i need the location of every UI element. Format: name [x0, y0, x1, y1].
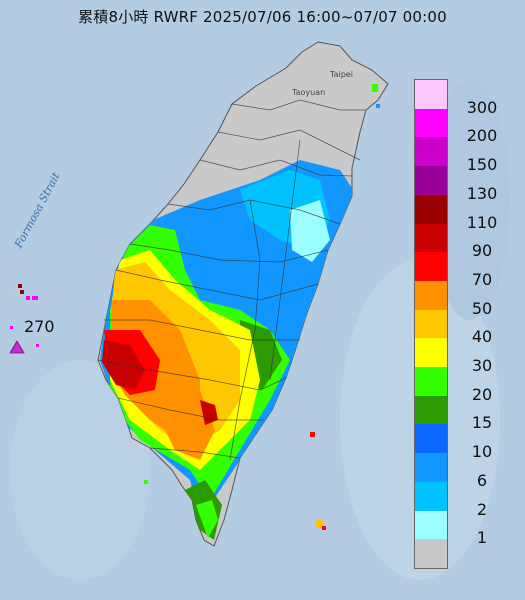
legend-label: 20	[471, 384, 493, 404]
legend-swatch	[415, 223, 447, 253]
county-boundaries	[97, 99, 366, 461]
legend-swatch	[415, 80, 447, 110]
max-value-label: 270	[24, 317, 55, 336]
legend-label: 1	[476, 528, 488, 548]
offshore-echo	[10, 84, 380, 530]
legend-label: 15	[471, 413, 493, 433]
legend-swatch	[415, 424, 447, 454]
legend-swatch	[415, 309, 447, 339]
legend-swatch	[415, 539, 447, 569]
rainfall-zones	[100, 160, 360, 540]
legend-swatch	[415, 395, 447, 425]
legend-label: 50	[471, 298, 493, 318]
legend-swatch	[415, 453, 447, 483]
map-title: 累積8小時 RWRF 2025/07/06 16:00~07/07 00:00	[78, 8, 447, 26]
city-label-taoyuan: Taoyuan	[292, 88, 326, 97]
rainfall-legend	[414, 79, 448, 569]
legend-label: 90	[471, 241, 493, 261]
city-label-taipei: Taipei	[330, 70, 353, 79]
legend-swatch	[415, 108, 447, 138]
legend-swatch	[415, 367, 447, 397]
legend-swatch	[415, 481, 447, 512]
legend-label: 10	[471, 442, 493, 462]
legend-label: 70	[471, 269, 493, 289]
legend-label: 30	[471, 356, 493, 376]
legend-swatch	[415, 510, 447, 540]
legend-swatch	[415, 137, 447, 167]
legend-label: 110	[466, 212, 498, 232]
legend-swatch	[415, 252, 447, 282]
legend-label: 2	[476, 499, 488, 519]
legend-swatch	[415, 194, 447, 225]
legend-label: 40	[471, 327, 493, 347]
legend-label: 200	[466, 126, 498, 146]
legend-label: 6	[476, 470, 488, 490]
legend-label: 150	[466, 155, 498, 175]
legend-swatch	[415, 338, 447, 368]
legend-label: 130	[466, 183, 498, 203]
max-value-triangle-icon	[9, 340, 25, 354]
legend-swatch	[415, 280, 447, 311]
legend-label: 300	[466, 97, 498, 117]
legend-swatch	[415, 166, 447, 196]
